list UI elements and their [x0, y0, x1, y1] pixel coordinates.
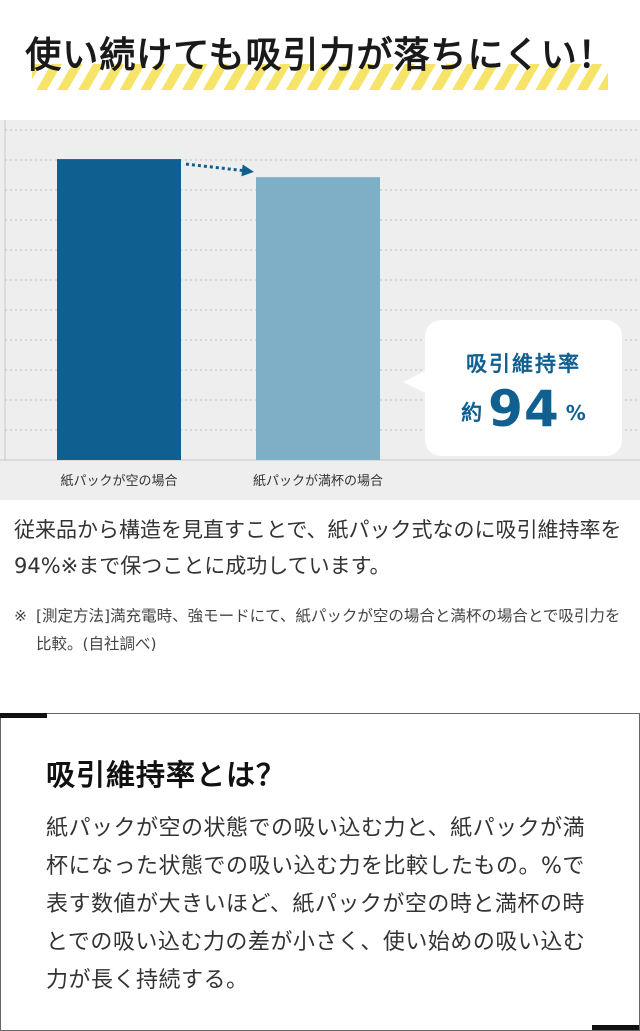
definition-title: 吸引維持率とは？ [46, 758, 287, 792]
callout-value-row: 約 94% [425, 380, 622, 438]
callout-title: 吸引維持率 [466, 352, 581, 376]
footnote: ※ [測定方法]満充電時、強モードにて、紙パックが空の場合と満杯の場合とで吸引力… [14, 602, 630, 658]
definition-box-corner-accent [592, 1025, 639, 1030]
decline-arrow [185, 162, 254, 177]
callout-suffix: % [565, 401, 586, 425]
bar-2 [256, 177, 380, 460]
retention-callout-bubble: 吸引維持率 約 94% [403, 320, 622, 456]
chart-category-labels: 紙パックが空の場合 紙パックが満杯の場合 [60, 474, 383, 489]
description-text: 従来品から構造を見直すことで、紙パック式なのに吸引維持率を94%※まで保つことに… [14, 518, 622, 578]
category-label: 紙パックが空の場合 [60, 474, 177, 489]
chart-bars [57, 159, 380, 460]
bar-1 [57, 159, 181, 460]
headline-highlight-stripe [32, 64, 608, 90]
definition-body: 紙パックが空の状態での吸い込む力と、紙パックが満杯になった状態での吸い込む力を比… [46, 816, 586, 993]
arrow-shaft [185, 162, 249, 173]
footnote-text: [測定方法]満充電時、強モードにて、紙パックが空の場合と満杯の場合とで吸引力を比… [36, 607, 621, 653]
arrow-head [241, 164, 254, 177]
definition-box-top-accent [0, 713, 47, 718]
chart-canvas: 紙パックが空の場合 紙パックが満杯の場合 [0, 120, 640, 489]
headline: 使い続けても吸引力が落ちにくい！ [25, 35, 615, 76]
callout-prefix: 約 [461, 401, 483, 425]
headline-area: 使い続けても吸引力が落ちにくい！ [0, 0, 640, 120]
callout-value: 94 [488, 380, 560, 438]
category-label: 紙パックが満杯の場合 [253, 474, 383, 489]
bar-chart: 紙パックが空の場合 紙パックが満杯の場合 吸引維持率 約 94% [0, 120, 640, 500]
footnote-mark: ※ [14, 607, 27, 625]
